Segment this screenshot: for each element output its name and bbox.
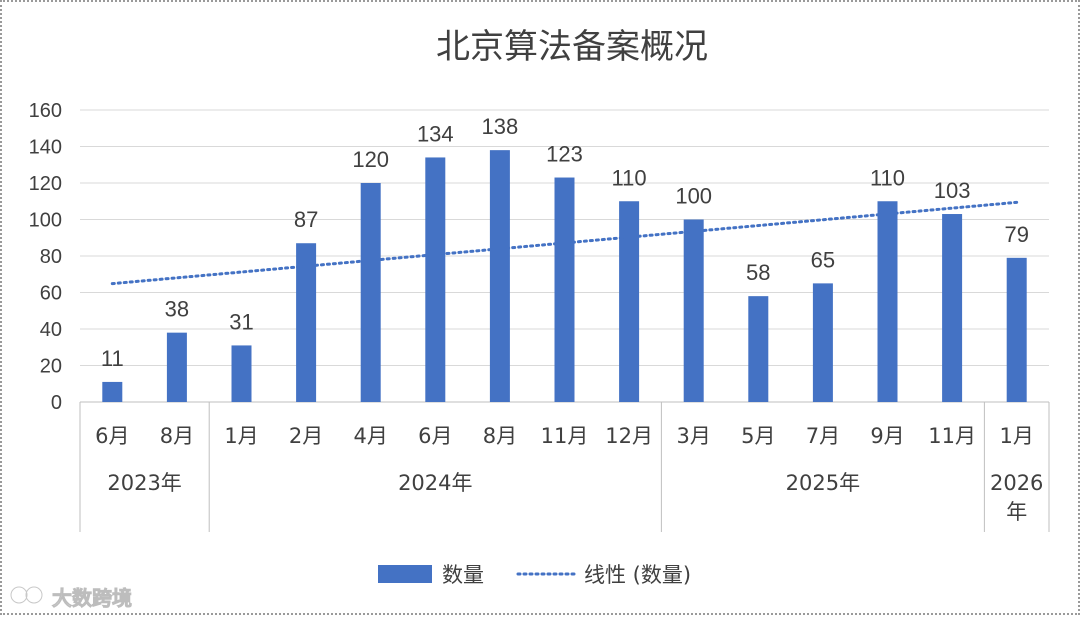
x-category-label: 12月 xyxy=(605,424,653,448)
chart-title: 北京算法备案概况 xyxy=(436,27,708,67)
data-label: 38 xyxy=(165,297,189,322)
x-category-label: 2月 xyxy=(289,424,323,448)
data-label: 123 xyxy=(546,142,583,167)
data-label: 110 xyxy=(612,165,647,190)
bar xyxy=(166,332,187,402)
data-label: 100 xyxy=(675,184,712,209)
bar xyxy=(619,201,640,402)
x-category-label: 1月 xyxy=(1000,424,1034,448)
bar xyxy=(683,219,704,402)
y-tick-label: 40 xyxy=(40,319,62,341)
x-category-label: 8月 xyxy=(483,424,517,448)
data-labels: 11 38 31 87 120 134 138 123 110 100 58 65 110 103 79 xyxy=(101,114,1029,371)
x-category-label: 11月 xyxy=(541,424,589,448)
x-category-label: 9月 xyxy=(870,424,904,448)
bar xyxy=(812,283,833,402)
data-label: 110 xyxy=(870,165,905,190)
data-label: 65 xyxy=(811,247,835,272)
x-category-label: 3月 xyxy=(677,424,711,448)
x-group-label: 2026 年 xyxy=(990,471,1043,524)
bar xyxy=(942,214,963,402)
y-tick-label: 120 xyxy=(29,173,62,195)
data-label: 120 xyxy=(352,147,389,172)
bar xyxy=(489,150,510,402)
bar xyxy=(425,157,446,402)
watermark-logo xyxy=(9,585,44,605)
bar xyxy=(102,381,123,402)
bar xyxy=(231,345,252,402)
data-label: 138 xyxy=(482,114,519,139)
y-tick-label: 0 xyxy=(51,392,62,414)
watermark: 大数跨境 xyxy=(9,585,132,610)
x-group-label: 2024年 xyxy=(398,471,472,495)
x-group-label: 2025年 xyxy=(786,471,860,495)
y-tick-label: 100 xyxy=(29,210,62,232)
y-tick-label: 160 xyxy=(29,100,62,122)
legend-bar-label: 数量 xyxy=(442,563,484,587)
data-label: 31 xyxy=(229,309,253,334)
x-category-label: 5月 xyxy=(741,424,775,448)
legend: 数量 线性 (数量) xyxy=(378,563,691,587)
data-label: 79 xyxy=(1004,222,1028,247)
data-label: 134 xyxy=(417,121,454,146)
watermark-text: 大数跨境 xyxy=(52,586,132,610)
y-axis-ticks: 0 20 40 60 80 100 120 140 160 xyxy=(29,100,62,414)
trendline-path xyxy=(110,200,1019,286)
x-axis: 6月 8月 1月 2月 4月 6月 8月 11月 12月 3月 5月 7月 9月 11月 1月 2023年 20… xyxy=(79,402,1050,532)
y-tick-label: 20 xyxy=(40,356,62,378)
data-label: 11 xyxy=(101,346,124,371)
x-category-label: 11月 xyxy=(928,424,976,448)
x-group-label: 2023年 xyxy=(107,471,181,495)
y-tick-label: 60 xyxy=(40,283,62,305)
x-category-label: 6月 xyxy=(418,424,452,448)
bar-series xyxy=(102,150,1027,402)
bar xyxy=(1006,257,1027,402)
y-tick-label: 80 xyxy=(40,246,62,268)
data-label: 87 xyxy=(294,207,318,232)
y-tick-label: 140 xyxy=(29,137,62,159)
x-category-label: 1月 xyxy=(224,424,258,448)
data-label: 58 xyxy=(746,260,770,285)
trendline xyxy=(110,200,1019,286)
bar xyxy=(360,183,381,402)
x-category-label: 8月 xyxy=(160,424,194,448)
bar xyxy=(554,177,575,402)
bar xyxy=(748,296,769,402)
x-category-label: 4月 xyxy=(354,424,388,448)
x-category-label: 6月 xyxy=(95,424,129,448)
legend-trend-label: 线性 (数量) xyxy=(584,563,691,587)
bar xyxy=(877,201,898,402)
x-category-label: 7月 xyxy=(806,424,840,448)
data-label: 103 xyxy=(934,178,971,203)
bar xyxy=(296,243,317,402)
legend-bar-swatch xyxy=(378,565,432,583)
